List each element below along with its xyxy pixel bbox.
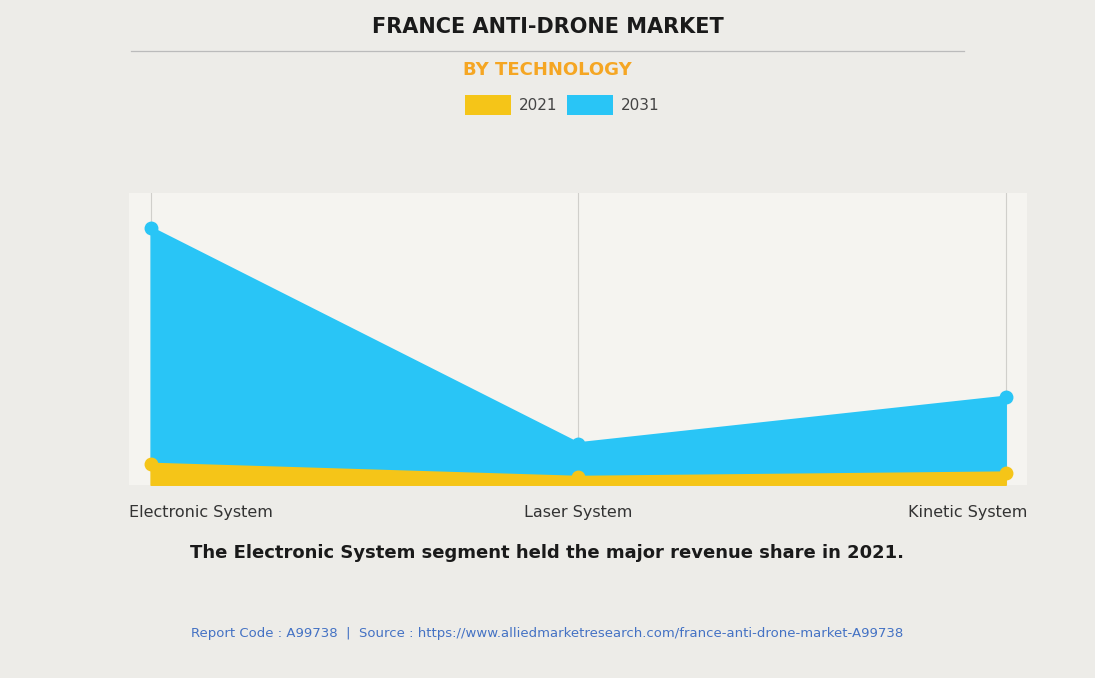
Text: Report Code : A99738  |  Source : https://www.alliedmarketresearch.com/france-an: Report Code : A99738 | Source : https://…	[192, 627, 903, 641]
Text: Electronic System: Electronic System	[129, 505, 273, 520]
Text: FRANCE ANTI-DRONE MARKET: FRANCE ANTI-DRONE MARKET	[371, 17, 724, 37]
Text: Kinetic System: Kinetic System	[908, 505, 1027, 520]
Text: The Electronic System segment held the major revenue share in 2021.: The Electronic System segment held the m…	[191, 544, 904, 561]
Text: 2021: 2021	[519, 98, 557, 113]
Text: 2031: 2031	[621, 98, 659, 113]
Text: BY TECHNOLOGY: BY TECHNOLOGY	[463, 61, 632, 79]
Text: Laser System: Laser System	[525, 505, 632, 520]
